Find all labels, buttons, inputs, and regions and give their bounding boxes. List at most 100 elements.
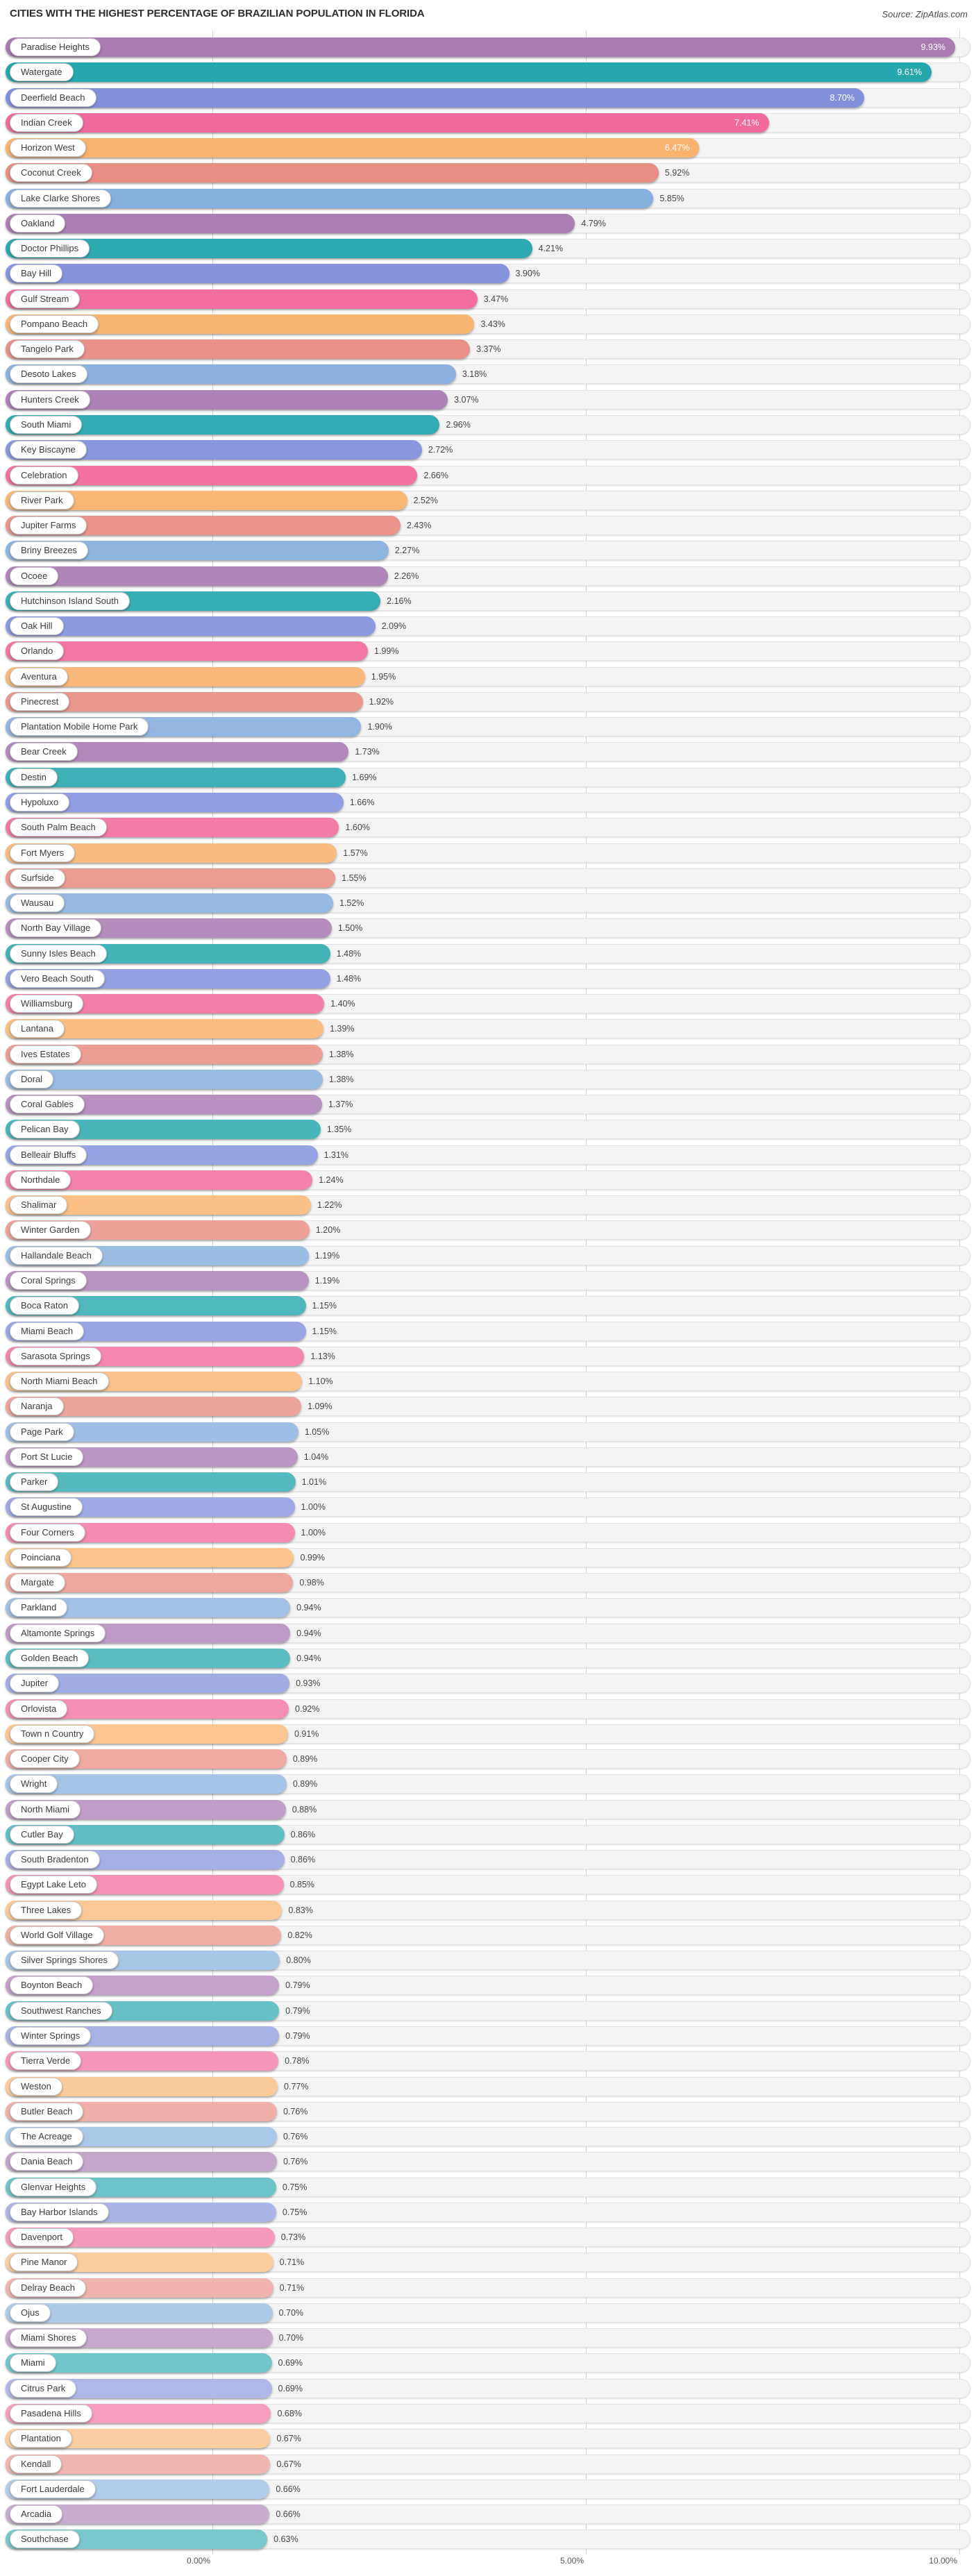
city-label-pill: Fort Myers [10,843,76,862]
value-label: 1.04% [303,1451,329,1462]
city-label-pill: Sunny Isles Beach [10,944,107,963]
city-label-pill: Coconut Creek [10,164,92,183]
value-label: 2.72% [428,445,453,455]
city-label-pill: Indian Creek [10,113,83,132]
bar-row: South Bradenton 0.86% [0,1847,976,1872]
value-label: 1.01% [301,1477,327,1488]
value-label: 1.55% [342,873,367,883]
value-label: 1.09% [308,1401,333,1412]
bar-row: Fort Myers 1.57% [0,841,976,866]
bar-row: Ives Estates 1.38% [0,1042,976,1067]
value-bar [6,616,376,637]
value-label: 0.76% [283,2132,308,2142]
value-bar [6,767,346,787]
bar-row: Belleair Bluffs 1.31% [0,1143,976,1168]
value-label: 7.41% [734,117,759,128]
bar-row: St Augustine 1.00% [0,1495,976,1519]
city-label-pill: Boca Raton [10,1297,79,1315]
city-label-pill: Lantana [10,1020,65,1038]
value-label: 0.69% [278,2383,303,2393]
value-bar [6,566,388,586]
city-label-pill: Tangelo Park [10,340,85,359]
value-bar [6,138,700,158]
bar-row: Sunny Isles Beach 1.48% [0,941,976,966]
value-label: 1.31% [323,1150,349,1160]
value-label: 0.75% [282,2182,308,2192]
city-label-pill: Parker [10,1473,59,1492]
city-label-pill: Three Lakes [10,1901,83,1919]
city-label-pill: Weston [10,2077,62,2096]
city-label-pill: Boynton Beach [10,1976,94,1995]
bar-row: Orlando 1.99% [0,639,976,664]
bar-row: Miami Beach 1.15% [0,1319,976,1344]
bar-row: River Park 2.52% [0,488,976,513]
value-label: 0.79% [285,1980,310,1991]
value-label: 1.39% [330,1024,355,1034]
bar-row: Davenport 0.73% [0,2225,976,2250]
value-label: 3.47% [483,294,509,304]
bar-row: Aventura 1.95% [0,664,976,689]
bar-row: Margate 0.98% [0,1570,976,1595]
value-label: 1.99% [374,646,399,657]
city-label-pill: Lake Clarke Shores [10,189,112,208]
value-label: 0.78% [285,2056,310,2066]
city-label-pill: Williamsburg [10,995,84,1013]
bar-row: Horizon West 6.47% [0,135,976,160]
city-label-pill: Vero Beach South [10,969,105,988]
bar-row: Poinciana 0.99% [0,1545,976,1570]
city-label-pill: Watergate [10,63,74,82]
city-label-pill: Miami Shores [10,2329,87,2348]
city-label-pill: Pine Manor [10,2253,78,2272]
city-label-pill: Tierra Verde [10,2052,82,2071]
bar-row: Miami Shores 0.70% [0,2325,976,2350]
value-label: 1.73% [355,747,380,757]
bar-row: Naranja 1.09% [0,1394,976,1419]
value-label: 0.75% [282,2207,308,2217]
city-label-pill: River Park [10,491,74,510]
value-label: 0.85% [289,1880,315,1890]
bar-row: Orlovista 0.92% [0,1697,976,1721]
bar-row: Bay Harbor Islands 0.75% [0,2200,976,2225]
value-label: 0.88% [292,1804,317,1815]
city-label-pill: Southwest Ranches [10,2001,112,2020]
value-label: 0.76% [283,2157,308,2167]
city-label-pill: Pompano Beach [10,314,99,333]
value-label: 1.05% [304,1426,330,1437]
city-label-pill: Miami [10,2354,56,2373]
value-label: 0.91% [294,1728,319,1739]
city-label-pill: Hallandale Beach [10,1246,103,1265]
city-label-pill: Sarasota Springs [10,1347,101,1365]
bar-row: Plantation Mobile Home Park 1.90% [0,714,976,739]
bar-row: Pine Manor 0.71% [0,2250,976,2275]
bar-row: Ojus 0.70% [0,2300,976,2325]
city-label-pill: Celebration [10,466,78,485]
value-label: 3.43% [480,319,505,329]
bar-row: Bear Creek 1.73% [0,739,976,764]
bar-row: Surfside 1.55% [0,866,976,891]
value-label: 1.13% [310,1351,335,1361]
value-label: 0.73% [280,2232,306,2243]
city-label-pill: Winter Garden [10,1221,91,1240]
bar-row: Dania Beach 0.76% [0,2149,976,2174]
city-label-pill: Pinecrest [10,692,70,711]
bar-row: North Bay Village 1.50% [0,916,976,941]
value-label: 1.38% [329,1049,354,1059]
bar-row: Vero Beach South 1.48% [0,966,976,991]
city-label-pill: Plantation Mobile Home Park [10,718,149,736]
bar-row: Miami 0.69% [0,2350,976,2375]
value-label: 1.00% [301,1502,326,1513]
city-label-pill: Ives Estates [10,1045,81,1063]
value-label: 1.15% [312,1326,337,1336]
gridline-5.00% [586,31,587,2554]
bar-row: Desoto Lakes 3.18% [0,362,976,387]
value-label: 1.50% [337,923,363,934]
city-label-pill: Four Corners [10,1523,85,1542]
value-label: 0.71% [279,2282,305,2293]
value-label: 1.40% [330,999,355,1009]
bar-row: Watergate 9.61% [0,60,976,85]
bar-row: Pasadena Hills 0.68% [0,2401,976,2426]
bar-row: Coconut Creek 5.92% [0,160,976,185]
value-label: 1.10% [308,1377,333,1387]
bar-row: Coral Springs 1.19% [0,1268,976,1293]
value-bar [6,213,575,233]
